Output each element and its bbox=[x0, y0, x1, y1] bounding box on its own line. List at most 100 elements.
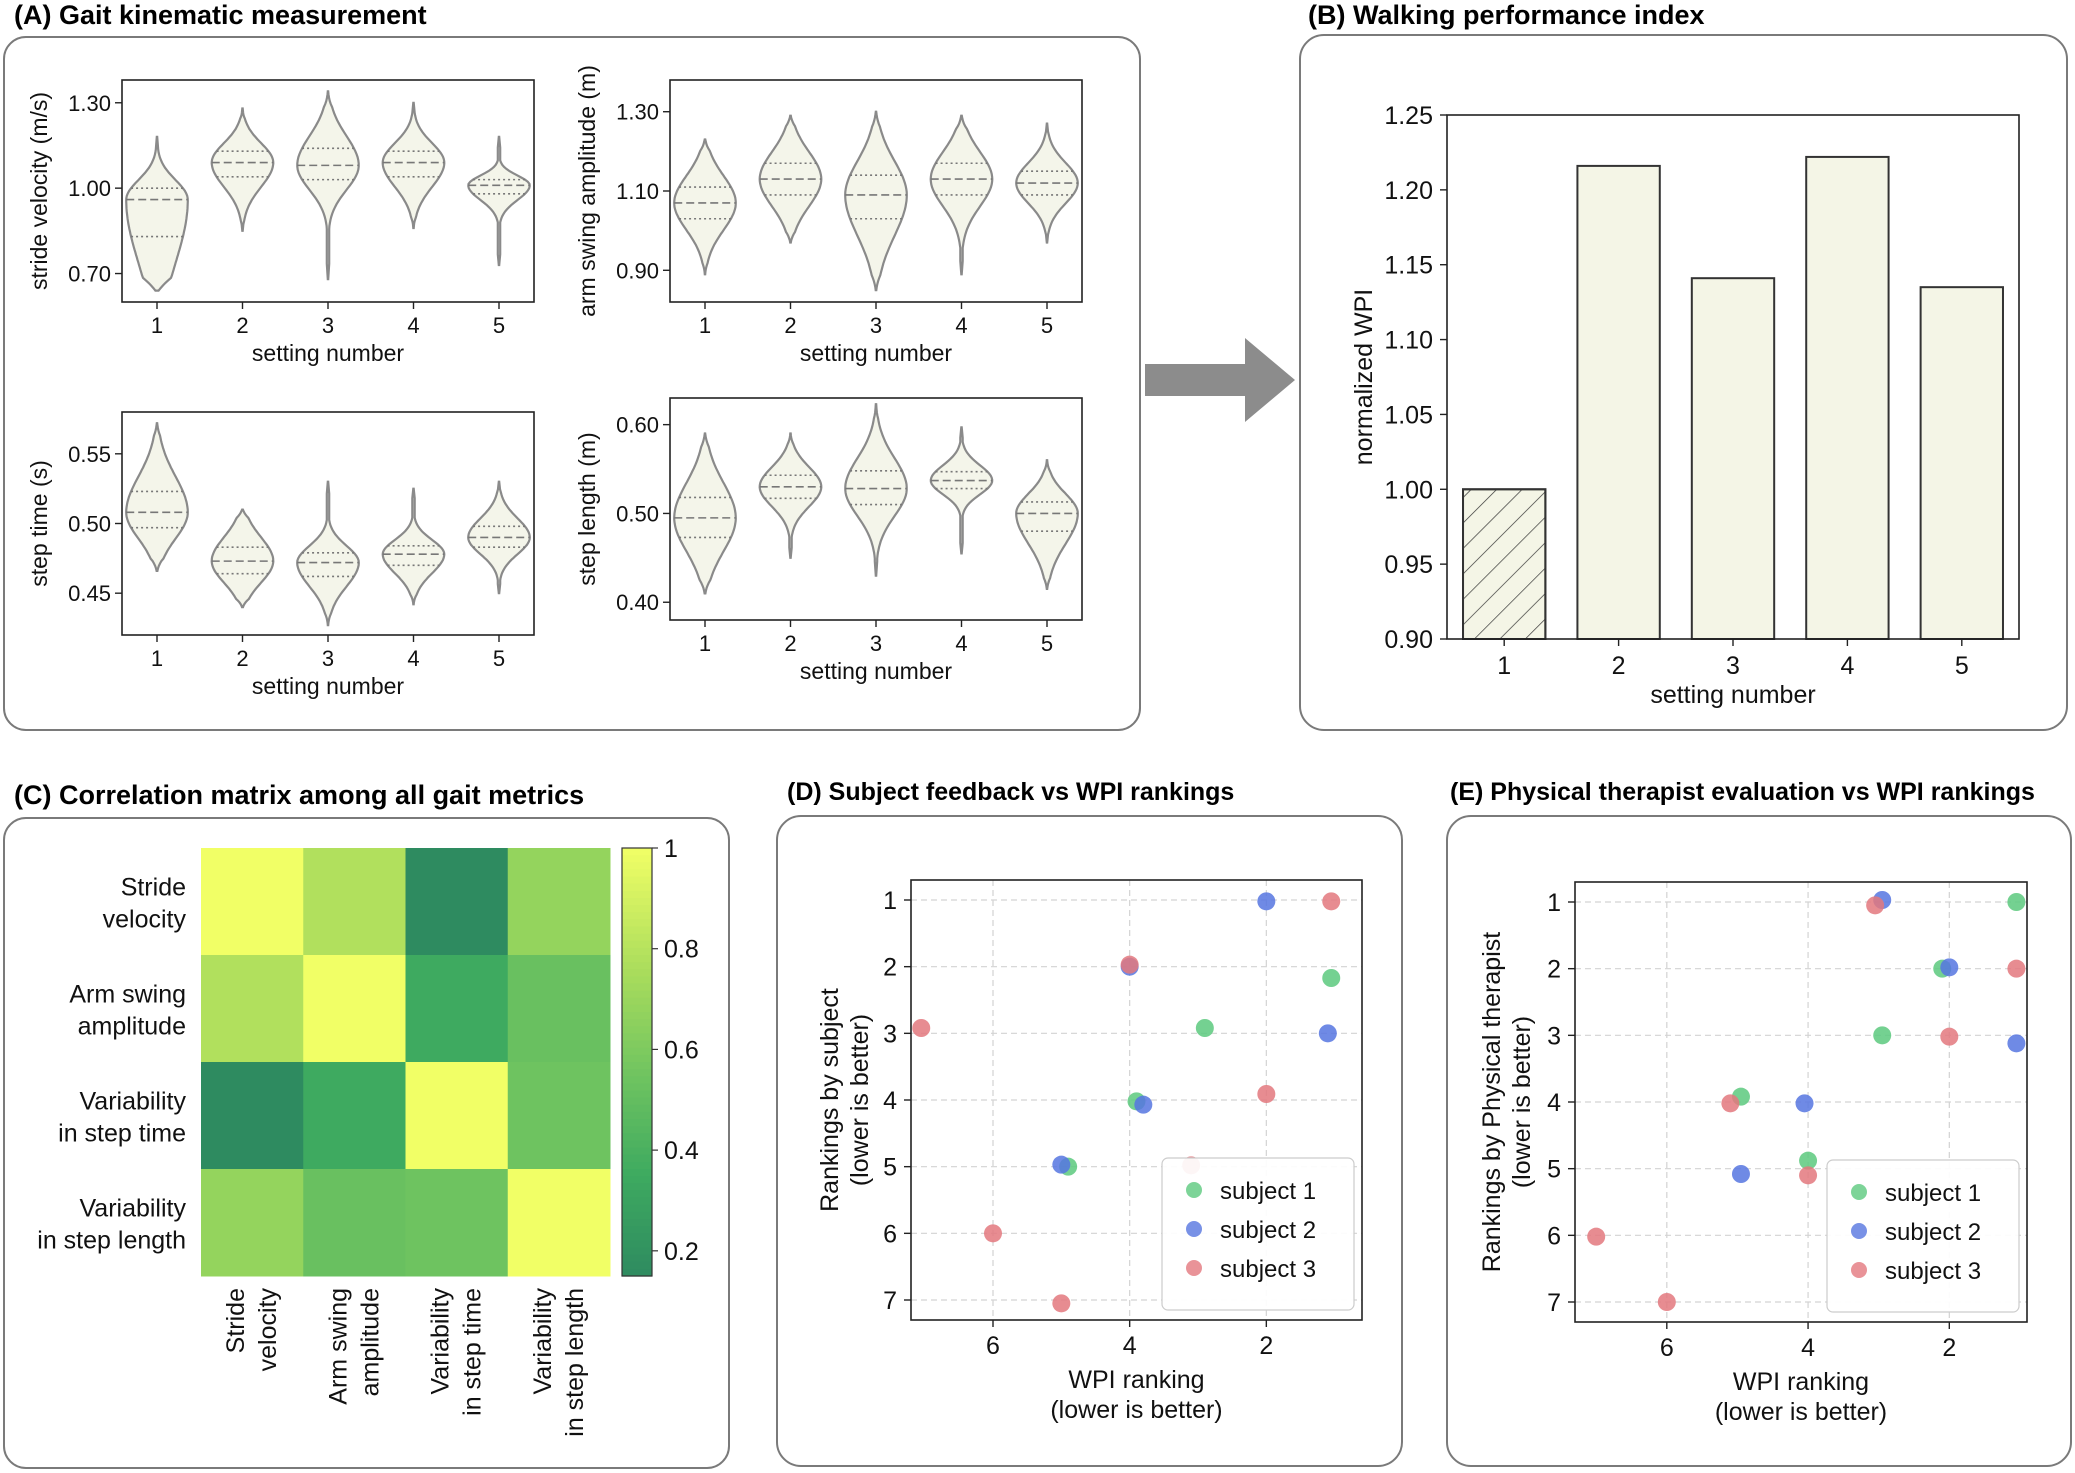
colorbar-segment bbox=[622, 1197, 652, 1206]
colorbar-segment bbox=[622, 1012, 652, 1020]
y-axis-label-line-1: Rankings by subject bbox=[816, 988, 844, 1212]
colorbar-segment bbox=[622, 997, 652, 1006]
y-axis-label-line-1: Rankings by Physical therapist bbox=[1478, 932, 1506, 1272]
x-tick-label: 1 bbox=[151, 646, 163, 671]
x-tick-label: 3 bbox=[870, 631, 882, 656]
colorbar-segment bbox=[622, 1190, 652, 1199]
scatter-point bbox=[1257, 1085, 1276, 1103]
colorbar-segment bbox=[622, 1133, 652, 1142]
y-axis-label: step time (s) bbox=[26, 460, 52, 587]
heatmap-cell bbox=[405, 955, 509, 1063]
scatter-point bbox=[1940, 958, 1959, 977]
panel-c-frame bbox=[3, 817, 730, 1469]
y-tick-label: 1.25 bbox=[1384, 102, 1433, 130]
colorbar-segment bbox=[622, 969, 652, 977]
y-tick-label: 7 bbox=[883, 1287, 897, 1315]
legend-label: subject 2 bbox=[1885, 1219, 1981, 1246]
x-tick-label: 3 bbox=[322, 313, 334, 338]
colorbar-segment bbox=[622, 912, 652, 920]
x-tick-label: 4 bbox=[407, 313, 419, 338]
colorbar-segment bbox=[622, 883, 652, 892]
legend-label: subject 2 bbox=[1220, 1217, 1316, 1244]
panel-title-c: (C) Correlation matrix among all gait me… bbox=[14, 780, 584, 810]
heatmap-cell bbox=[201, 955, 304, 1063]
bar-hatch bbox=[1462, 488, 1547, 640]
colorbar-segment bbox=[622, 1254, 652, 1263]
y-tick-label: 1.20 bbox=[1384, 177, 1433, 205]
col-label-line-1: Stride bbox=[222, 1288, 250, 1353]
colorbar-segment bbox=[622, 869, 652, 878]
y-axis-label-line-2: (lower is better) bbox=[846, 1014, 874, 1186]
y-tick-label: 2 bbox=[1547, 956, 1561, 984]
x-tick-label: 3 bbox=[870, 313, 882, 338]
row-label-line-2: in step length bbox=[37, 1227, 186, 1255]
colorbar-segment bbox=[622, 1126, 652, 1134]
colorbar-segment bbox=[622, 947, 652, 956]
x-tick-label: 4 bbox=[1840, 652, 1854, 680]
row-label-line-1: Variability bbox=[79, 1088, 186, 1116]
heatmap-cell bbox=[507, 848, 611, 956]
colorbar-segment bbox=[622, 940, 652, 949]
colorbar-segment bbox=[622, 1090, 652, 1099]
scatter-point bbox=[1657, 1293, 1676, 1311]
colorbar-tick-label: 0.2 bbox=[664, 1238, 699, 1266]
panel-a-frame bbox=[3, 36, 1141, 731]
violin-body bbox=[673, 432, 737, 595]
bar bbox=[1805, 155, 1890, 640]
y-tick-label: 1.00 bbox=[68, 176, 111, 201]
heatmap-cell bbox=[507, 955, 611, 1063]
x-axis-label-line-2: (lower is better) bbox=[1050, 1396, 1222, 1424]
scatter-point bbox=[1052, 1294, 1071, 1313]
y-tick-label: 0.70 bbox=[68, 262, 111, 287]
heatmap-cell bbox=[303, 1169, 406, 1277]
x-tick-label: 2 bbox=[784, 631, 796, 656]
colorbar-segment bbox=[622, 1261, 652, 1270]
y-tick-label: 3 bbox=[883, 1020, 897, 1048]
colorbar-segment bbox=[622, 1104, 652, 1113]
x-tick-label: 5 bbox=[1041, 313, 1053, 338]
colorbar-segment bbox=[622, 1111, 652, 1120]
x-tick-label: 4 bbox=[1123, 1332, 1137, 1360]
colorbar-segment bbox=[622, 990, 652, 999]
colorbar-segment bbox=[622, 1097, 652, 1106]
y-tick-label: 2 bbox=[883, 954, 897, 982]
x-tick-label: 2 bbox=[1259, 1332, 1273, 1360]
scatter-point bbox=[1799, 1151, 1818, 1170]
scatter-point bbox=[1587, 1227, 1606, 1246]
x-tick-label: 6 bbox=[1660, 1334, 1674, 1362]
legend-marker bbox=[1186, 1182, 1202, 1198]
violin-body bbox=[125, 422, 189, 572]
colorbar-segment bbox=[622, 1233, 652, 1241]
heatmap-cell bbox=[507, 1169, 611, 1277]
heatmap-cell bbox=[201, 1169, 304, 1277]
heatmap-cell bbox=[303, 848, 406, 956]
x-axis-label-line-1: WPI ranking bbox=[1733, 1368, 1869, 1396]
colorbar-segment bbox=[622, 1004, 652, 1013]
scatter-point bbox=[2007, 1034, 2026, 1053]
heatmap-cell bbox=[201, 848, 304, 956]
y-tick-label: 0.90 bbox=[616, 258, 659, 283]
x-tick-label: 1 bbox=[699, 313, 711, 338]
x-tick-label: 2 bbox=[1612, 652, 1626, 680]
x-tick-label: 4 bbox=[955, 313, 967, 338]
colorbar-segment bbox=[622, 897, 652, 906]
colorbar-segment bbox=[622, 855, 652, 863]
colorbar-segment bbox=[622, 1226, 652, 1234]
col-label-line-1: Variability bbox=[529, 1288, 557, 1395]
legend-box bbox=[1161, 1157, 1355, 1311]
y-tick-label: 3 bbox=[1547, 1022, 1561, 1050]
violin-body bbox=[210, 107, 275, 232]
violin-body bbox=[210, 508, 275, 609]
bar bbox=[1919, 286, 2004, 640]
colorbar-segment bbox=[622, 1247, 652, 1256]
scatter-point bbox=[1873, 1026, 1892, 1045]
violin-body bbox=[381, 101, 446, 230]
colorbar-segment bbox=[622, 926, 652, 935]
x-axis-label: setting number bbox=[800, 658, 952, 684]
legend-marker bbox=[1851, 1184, 1867, 1200]
colorbar-segment bbox=[622, 1218, 652, 1227]
colorbar-segment bbox=[622, 1240, 652, 1249]
y-tick-label: 0.50 bbox=[616, 501, 659, 526]
